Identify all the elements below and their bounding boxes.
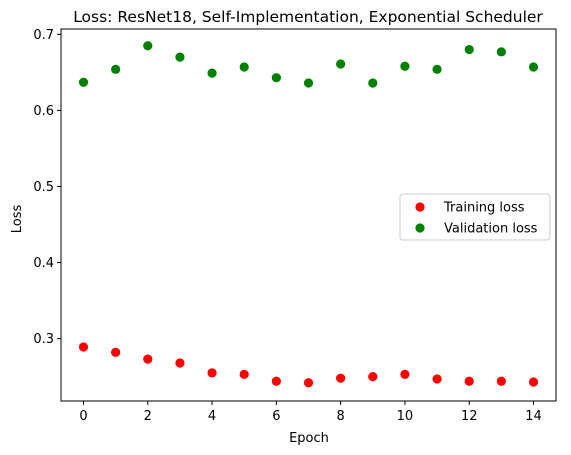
data-point: [207, 368, 217, 378]
data-point: [271, 376, 281, 386]
y-tick-label: 0.6: [33, 104, 54, 119]
data-point: [528, 377, 539, 387]
legend-marker: [415, 202, 425, 212]
data-point: [78, 77, 89, 87]
data-point: [143, 354, 153, 364]
x-tick-label: 6: [272, 409, 280, 424]
data-point: [368, 78, 378, 88]
chart-title: Loss: ResNet18, Self-Implementation, Exp…: [73, 8, 543, 26]
legend-label: Validation loss: [444, 222, 538, 237]
data-point: [496, 47, 506, 57]
legend-label: Training loss: [443, 201, 525, 216]
y-tick-label: 0.5: [33, 180, 54, 195]
data-point: [111, 64, 121, 74]
y-axis-label: Loss: [10, 205, 25, 234]
data-point: [303, 378, 314, 388]
data-point: [175, 358, 185, 368]
data-point: [143, 41, 153, 51]
x-tick-label: 2: [144, 409, 152, 424]
data-point: [239, 369, 249, 379]
legend-box: [399, 193, 551, 241]
data-point: [207, 68, 217, 78]
data-point: [432, 64, 442, 74]
plot-frame: [60, 28, 557, 402]
x-axis-label: Epoch: [289, 431, 329, 446]
data-point: [368, 372, 378, 382]
data-point: [400, 369, 410, 379]
data-point: [496, 376, 506, 386]
legend-marker: [415, 223, 425, 233]
x-tick-label: 12: [461, 409, 478, 424]
y-tick-label: 0.7: [33, 28, 54, 43]
x-tick-label: 0: [79, 409, 87, 424]
x-tick-label: 10: [397, 409, 414, 424]
data-point: [464, 376, 474, 386]
data-point: [400, 61, 410, 71]
data-point: [175, 52, 185, 62]
data-point: [528, 62, 539, 72]
data-point: [271, 73, 281, 83]
data-point: [239, 62, 249, 72]
data-point: [336, 59, 346, 69]
y-tick-label: 0.3: [33, 332, 54, 347]
data-point: [303, 78, 314, 88]
data-point: [111, 347, 121, 357]
y-tick-label: 0.4: [33, 256, 54, 271]
plot-area: 0 2 4 6 8 10 12 14 0.3 0.4 0.5 0.6 0.7: [33, 28, 557, 424]
data-point: [464, 44, 474, 55]
x-tick-label: 4: [208, 409, 216, 424]
data-point: [78, 342, 89, 352]
x-tick-label: 8: [337, 409, 345, 424]
x-tick-label: 14: [525, 409, 542, 424]
data-point: [336, 373, 346, 383]
data-point: [432, 374, 442, 384]
legend: Training loss Validation loss: [399, 193, 551, 241]
